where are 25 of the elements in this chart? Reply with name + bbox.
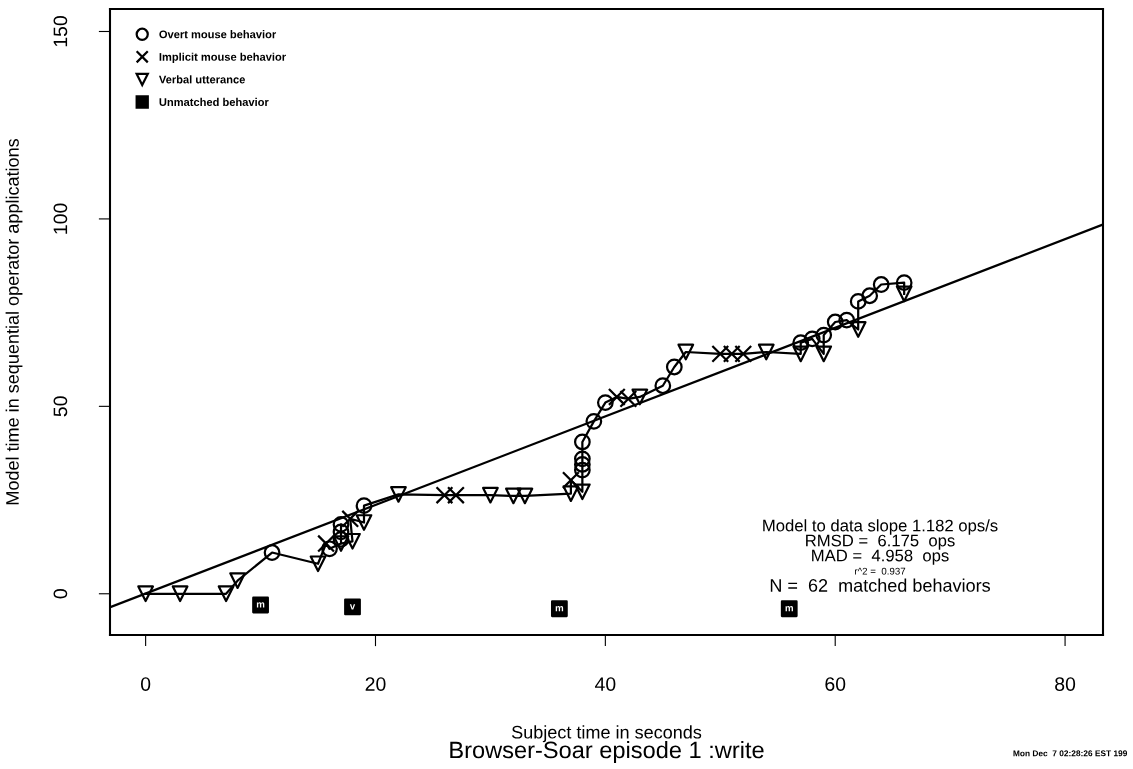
data-label: m: [555, 606, 564, 612]
y-axis-title: Model time in sequential operator applications: [5, 138, 23, 505]
y-tick-label: 0: [53, 589, 68, 599]
legend-label: Verbal utterance: [158, 75, 245, 84]
legend-label: Overt mouse behavior: [159, 30, 277, 39]
annotation: MAD = 4.958 ops: [812, 549, 949, 565]
text: Mon Dec 7 02:28:26 EST 199: [1013, 750, 1128, 757]
data-label: m: [785, 606, 793, 612]
x-tick-label: 40: [594, 677, 616, 691]
data-label: m: [256, 602, 265, 608]
legend-label: Unmatched behavior: [159, 97, 269, 107]
data-label: v: [349, 604, 356, 610]
text: Browser-Soar episode 1 :write: [450, 741, 764, 764]
y-tick-label: 50: [53, 396, 68, 417]
y-tick-label: 100: [53, 203, 68, 234]
x-tick-label: 80: [1055, 677, 1076, 691]
x-tick-label: 60: [825, 677, 846, 691]
annotation: N = 62 matched behaviors: [770, 578, 991, 592]
y-tick-label: 150: [53, 16, 68, 47]
legend-label: Implicit mouse behavior: [159, 52, 286, 64]
annotation: r^2 = 0.937: [854, 567, 906, 575]
x-tick-label: 20: [365, 677, 386, 691]
x-tick-label: 0: [140, 677, 151, 691]
annotation: RMSD = 6.175 ops: [806, 534, 955, 550]
annotation: Model to data slope 1.182 ops/s: [763, 519, 998, 535]
